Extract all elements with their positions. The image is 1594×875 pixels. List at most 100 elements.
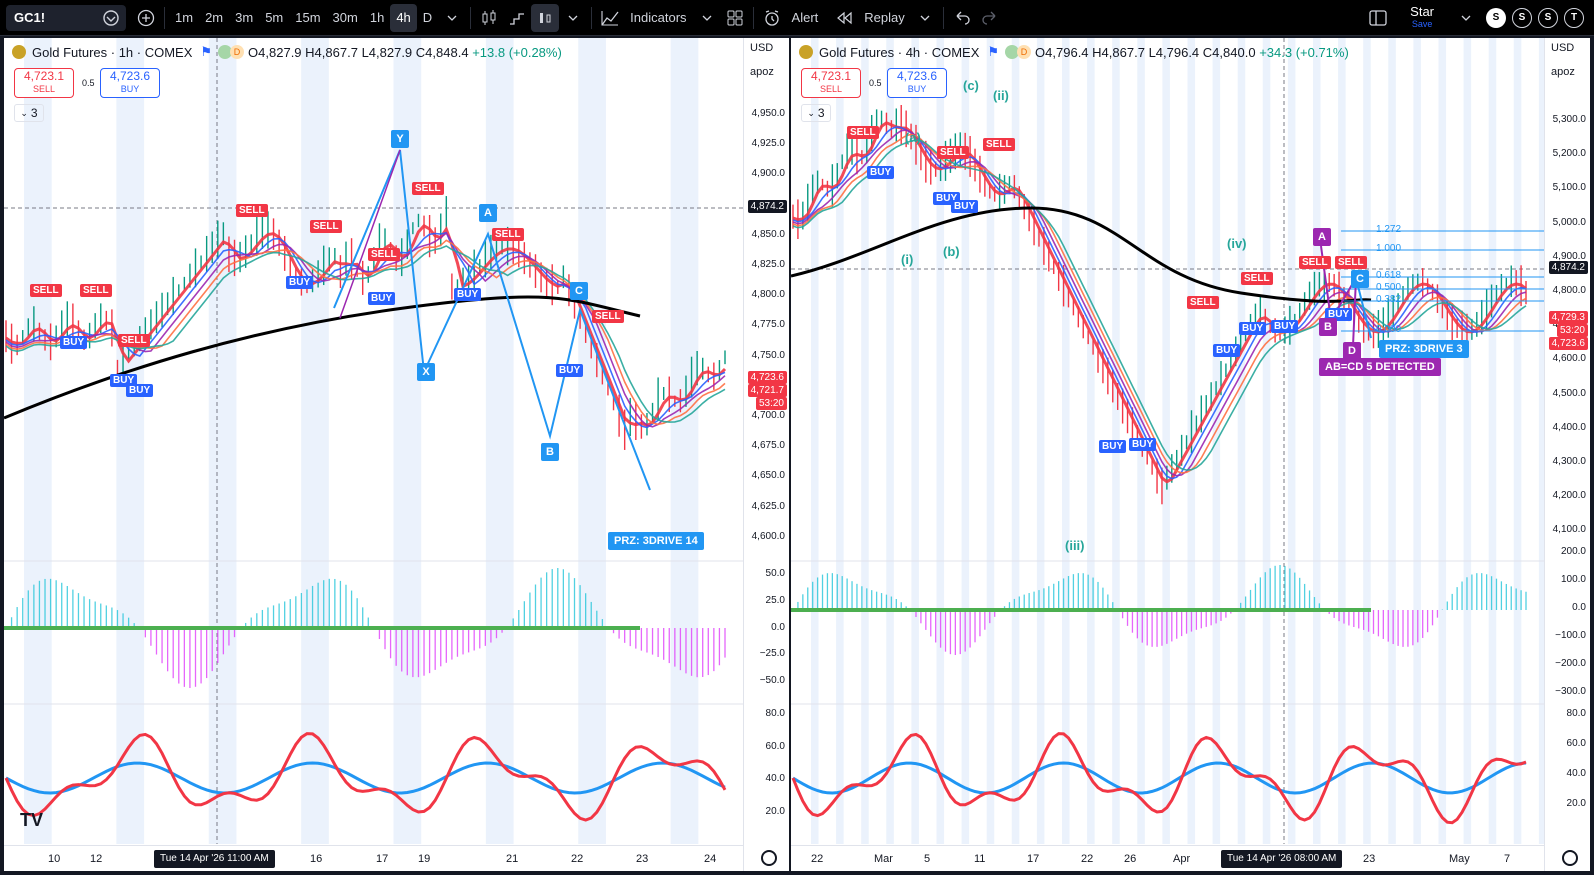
right-time-axis[interactable]: 22 Mar 5 11 17 22 26 Apr 23 May 7 Tue 14 Apr '26 0… xyxy=(791,845,1544,871)
tf-D[interactable]: D xyxy=(422,10,433,25)
chevron-down-icon[interactable] xyxy=(559,4,587,32)
rewind-icon[interactable] xyxy=(830,4,858,32)
profile-button-4[interactable]: T xyxy=(1564,7,1584,28)
layout-grid-icon[interactable] xyxy=(721,4,749,32)
session-stripe xyxy=(116,38,145,844)
undo-icon[interactable] xyxy=(948,4,976,32)
y-tick-label: 5,300.0 xyxy=(1552,114,1586,125)
layout-name[interactable]: Star Save xyxy=(1410,5,1434,30)
chart-type-icon[interactable] xyxy=(531,3,560,32)
redo-icon[interactable] xyxy=(976,4,1004,32)
buy-button[interactable]: 4,723.6 BUY xyxy=(887,68,947,98)
alert-button[interactable]: Alert xyxy=(791,10,819,25)
right-title: Gold Futures · 4h · COMEX xyxy=(819,44,980,60)
chevron-down-icon: ⌄ xyxy=(20,107,28,118)
line-break-icon[interactable] xyxy=(503,4,531,32)
buy-signal-tag: BUY xyxy=(126,384,154,397)
pattern-point-B: B xyxy=(541,443,559,461)
x-tick-label: Mar xyxy=(874,853,893,865)
session-stripe xyxy=(301,38,329,844)
tf-1m[interactable]: 1m xyxy=(175,10,194,25)
sell-price: 4,723.1 xyxy=(23,69,65,83)
y-tick-label: 4,750.0 xyxy=(751,349,785,361)
right-chart-pane[interactable]: Gold Futures · 4h · COMEX ⚑ D O4,796.4 H… xyxy=(791,38,1590,871)
candles-icon[interactable] xyxy=(475,4,503,32)
buy-button[interactable]: 4,723.6 BUY xyxy=(100,68,160,98)
session-stripe xyxy=(670,38,699,844)
y-tick-label: 40.0 xyxy=(1566,768,1586,779)
tf-5m[interactable]: 5m xyxy=(265,10,284,25)
tradingview-logo: TV xyxy=(20,810,44,830)
buy-signal-tag: BUY xyxy=(60,336,88,349)
buy-signal-tag: BUY xyxy=(368,292,396,305)
sell-signal-tag: SELL xyxy=(368,248,400,261)
chevron-down-icon[interactable] xyxy=(438,4,466,32)
tf-4h[interactable]: 4h xyxy=(390,3,417,32)
left-price-axis[interactable]: USD apoz 4,950.04,925.04,900.04,875.04,8… xyxy=(743,38,789,871)
session-stripe xyxy=(1087,38,1095,844)
left-chart-pane[interactable]: Gold Futures · 1h · COMEX ⚑ D O4,827.9 H… xyxy=(4,38,789,871)
spread-value: 0.5 xyxy=(869,78,882,88)
buy-signal-tag: BUY xyxy=(867,166,895,179)
sell-signal-tag: SELL xyxy=(412,182,444,195)
tf-1h[interactable]: 1h xyxy=(369,10,385,25)
y-tick-label: −25.0 xyxy=(759,648,785,660)
profile-button-1[interactable]: S xyxy=(1486,7,1506,28)
split-layout-icon[interactable] xyxy=(1364,4,1392,32)
sell-signal-tag: SELL xyxy=(492,228,524,241)
settings-gear-icon[interactable] xyxy=(761,850,777,866)
y-tick-label: 4,925.0 xyxy=(751,138,785,150)
scale-label[interactable]: apoz xyxy=(1551,66,1575,78)
low-value: L4,796.4 xyxy=(1148,44,1200,60)
alarm-clock-icon[interactable] xyxy=(758,4,786,32)
y-tick-label: 4,800.0 xyxy=(751,289,785,301)
settings-gear-icon[interactable] xyxy=(1562,850,1578,866)
left-time-axis[interactable]: 10 12 16 17 19 21 22 23 24 Tue 14 Apr '26 11:00 … xyxy=(4,845,743,871)
y-tick-label: 0.0 xyxy=(771,621,785,633)
y-tick-label: 40.0 xyxy=(765,773,785,784)
x-tick-label: 5 xyxy=(924,853,931,865)
compare-icon[interactable] xyxy=(102,9,120,27)
pattern-point-C: C xyxy=(1351,270,1369,288)
x-crosshair-tag: Tue 14 Apr '26 11:00 AM xyxy=(154,850,275,868)
collapse-indicators-button[interactable]: ⌄ 3 xyxy=(14,104,44,122)
chevron-down-icon[interactable] xyxy=(693,4,721,32)
sell-button[interactable]: 4,723.1 SELL xyxy=(14,68,74,98)
ma-line xyxy=(792,133,1527,474)
fib-level-label: 1.000 xyxy=(1376,243,1402,254)
y-tick-label: 4,100.0 xyxy=(1552,524,1586,536)
session-stripe xyxy=(1463,38,1472,844)
profile-button-3[interactable]: S xyxy=(1538,7,1558,28)
price-tag-1: 4,723.6 xyxy=(747,371,787,384)
add-symbol-icon[interactable] xyxy=(132,4,160,32)
right-chart-canvas[interactable] xyxy=(791,38,1544,845)
chevron-down-icon[interactable] xyxy=(1452,4,1480,32)
pattern-point-A: A xyxy=(479,204,497,222)
symbol-search[interactable]: GC1! xyxy=(6,4,126,31)
indicators-button[interactable]: Indicators xyxy=(630,10,687,25)
tf-3m[interactable]: 3m xyxy=(235,10,254,25)
sell-button[interactable]: 4,723.1 SELL xyxy=(801,68,861,98)
profile-button-2[interactable]: S xyxy=(1512,7,1532,28)
y-tick-label: −300.0 xyxy=(1555,686,1586,697)
tf-30m[interactable]: 30m xyxy=(332,10,358,25)
y-tick-label: 4,900.0 xyxy=(1552,250,1586,262)
scale-label[interactable]: apoz xyxy=(750,66,774,78)
collapse-indicators-button[interactable]: ⌄ 3 xyxy=(801,104,831,122)
right-price-axis[interactable]: USD apoz 5,300.0 5,200.0 5,100.0 5,000.0 4,9… xyxy=(1544,38,1590,871)
pattern-point-D: D xyxy=(1343,342,1361,360)
currency-label[interactable]: USD xyxy=(750,42,774,54)
indicators-icon[interactable] xyxy=(596,4,624,32)
left-chart-canvas[interactable] xyxy=(4,38,743,845)
sell-signal-tag: SELL xyxy=(310,220,342,233)
session-stripe xyxy=(1262,38,1271,844)
y-tick-label: 80.0 xyxy=(1566,708,1586,719)
x-tick-label: 22 xyxy=(811,853,824,865)
y-tick-label: 5,100.0 xyxy=(1552,182,1586,194)
tf-15m[interactable]: 15m xyxy=(295,10,321,25)
replay-button[interactable]: Replay xyxy=(864,10,905,25)
chevron-down-icon[interactable] xyxy=(911,4,939,32)
tf-2m[interactable]: 2m xyxy=(205,10,224,25)
price-tag-1: 4,729.3 xyxy=(1548,311,1588,324)
currency-label[interactable]: USD xyxy=(1551,42,1575,54)
